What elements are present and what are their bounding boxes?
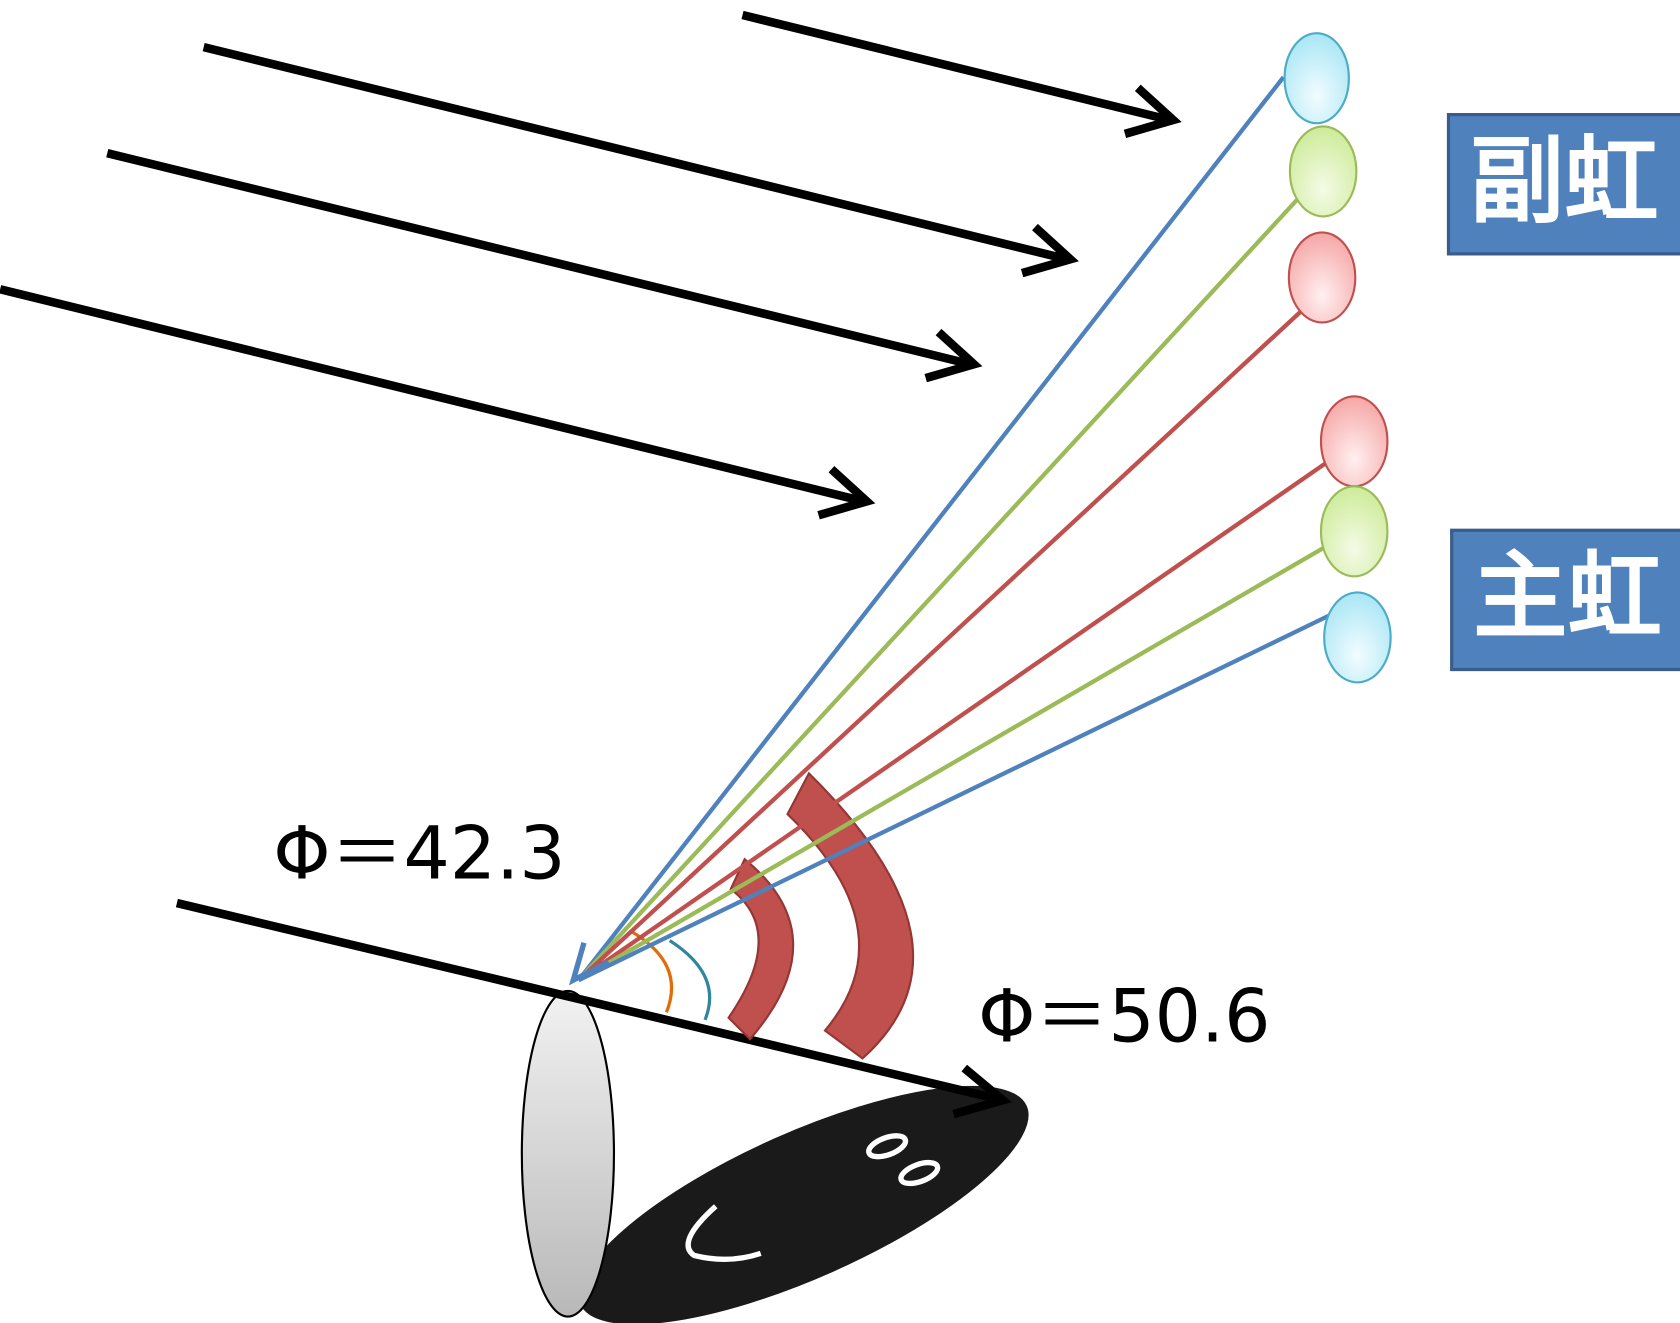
angle-label: Φ＝42.3 bbox=[273, 811, 565, 896]
angle-label: Φ＝50.6 bbox=[978, 974, 1270, 1059]
light-paths bbox=[573, 77, 1352, 980]
sun-rays bbox=[0, 15, 1173, 515]
droplets bbox=[1285, 33, 1391, 682]
secondary-label: 副虹 bbox=[1470, 126, 1659, 236]
page: {"labels": {"secondary_rainbow": "副虹", "… bbox=[0, 0, 1680, 1323]
primary-label: 主虹 bbox=[1473, 542, 1662, 652]
diagram: 副虹 主虹 Φ＝42.3 Φ＝50.6 bbox=[0, 0, 1680, 1323]
